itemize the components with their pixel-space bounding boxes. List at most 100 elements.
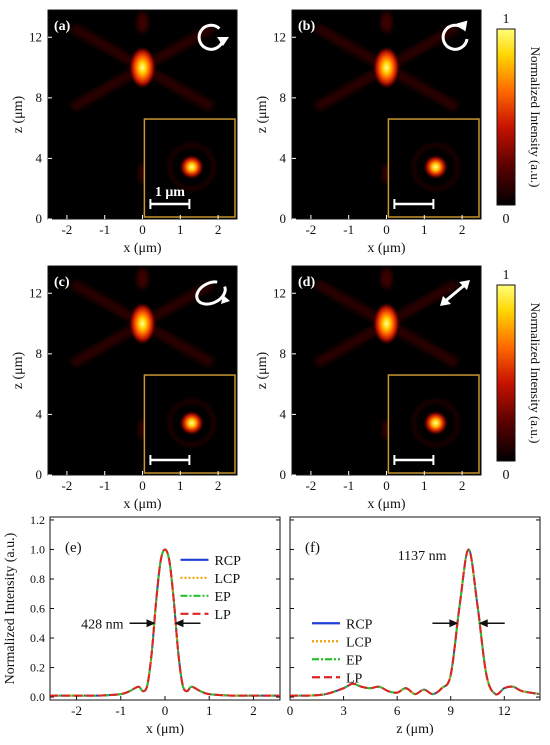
inset-ring: [168, 399, 216, 447]
x-tick-label: 1: [177, 222, 184, 237]
x-tick-label: 2: [215, 222, 222, 237]
x-tick-label: 2: [215, 478, 222, 493]
x-axis-label: x (μm): [367, 497, 406, 512]
panel-label: (d): [298, 275, 315, 290]
legend-label-lcp: LCP: [346, 635, 372, 650]
y-tick-label: 12: [273, 285, 286, 300]
focal-spot: [128, 301, 157, 346]
y-tick-label: 4: [280, 150, 287, 165]
x-tick-label: -2: [71, 703, 82, 718]
y-tick-label: 0: [36, 467, 43, 482]
x-tick-label: 0: [139, 222, 146, 237]
x-tick-label: 2: [459, 478, 466, 493]
colorbar-2: 1 0 Normalized Intensity (a.u.): [496, 268, 543, 483]
colorbar-gradient: [496, 284, 516, 462]
y-tick-label: 0: [280, 467, 287, 482]
x-tick-label: -1: [99, 222, 110, 237]
y-tick-label: 0.6: [30, 602, 45, 616]
y-tick-label: 12: [273, 29, 286, 44]
ep-arrow-icon: [195, 280, 230, 306]
x-tick-label: -2: [305, 222, 316, 237]
x-tick-label: -1: [343, 478, 354, 493]
x-tick-label: 3: [340, 703, 347, 718]
x-tick-label: 1: [421, 478, 428, 493]
legend-label-ep: EP: [346, 653, 363, 668]
colorbar-min-label: 0: [503, 468, 510, 483]
y-tick-label: 1.0: [30, 542, 45, 556]
legend-label-lp: LP: [346, 671, 363, 686]
y-tick-label: 0.0: [30, 690, 45, 704]
fwhm-arrow-left-head: [146, 619, 156, 628]
y-tick-label: 4: [280, 406, 287, 421]
focal-spot: [128, 45, 157, 90]
panel-label: (a): [54, 19, 71, 34]
y-tick-label: 12: [29, 29, 42, 44]
focal-spot: [372, 45, 401, 90]
focal-spot: [372, 301, 401, 346]
plot-frame: [289, 516, 541, 701]
panel-label: (c): [54, 275, 70, 290]
inset-ring: [168, 143, 216, 191]
upper-lobe: [136, 12, 149, 33]
y-axis-label: z (μm): [255, 95, 270, 133]
colorbar-title: Normalized Intensity (a.u.): [528, 303, 543, 444]
line-panels: -2 -1 0 1 20.00.20.40.60.81.01.2x (μm)Normal…: [3, 513, 541, 737]
inset-spot: [422, 154, 449, 181]
colorbar-1: 1 0 Normalized Intensity (a.u.): [496, 12, 543, 227]
colorbar-title: Normalized Intensity (a.u.): [528, 47, 543, 188]
fwhm-annotation: 1137 nm: [398, 549, 447, 564]
y-tick-label: 8: [36, 346, 43, 361]
series-line-ep: [49, 548, 280, 697]
series-line-lp: [49, 548, 280, 697]
x-tick-label: 0: [287, 703, 294, 718]
rcp-arrow-icon: [197, 23, 229, 51]
lp-arrow-icon: [440, 280, 470, 306]
series-line-ep: [289, 548, 541, 697]
x-axis-label: z (μm): [396, 722, 434, 737]
colorbar-gradient: [496, 28, 516, 206]
arrow-head: [456, 20, 468, 32]
x-tick-label: 0: [383, 478, 390, 493]
lcp-arrow-icon: [441, 20, 469, 51]
x-tick-label: -1: [343, 222, 354, 237]
x-axis-label: x (μm): [123, 241, 162, 256]
circle-path: [197, 23, 225, 51]
upper-lobe: [380, 268, 393, 289]
ellipse-path: [195, 280, 227, 306]
x-tick-label: -2: [305, 478, 316, 493]
colorbar-max-label: 1: [503, 12, 510, 27]
y-axis-label: Normalized Intensity (a.u.): [3, 532, 18, 684]
x-tick-label: 9: [447, 703, 454, 718]
colorbars: 1 0 Normalized Intensity (a.u.) 1 0 Normalize…: [496, 12, 543, 483]
scalebar-label: 1 μm: [155, 185, 185, 200]
x-tick-label: 1: [206, 703, 213, 718]
panel-label: (b): [298, 19, 315, 34]
legend-label-ep: EP: [214, 590, 231, 605]
y-tick-label: 8: [280, 346, 287, 361]
fwhm-arrow-right-head: [478, 619, 488, 628]
y-tick-label: 8: [280, 90, 287, 105]
fwhm-arrow-right-head: [174, 619, 184, 628]
inset-spot: [178, 154, 205, 181]
x-tick-label: -1: [115, 703, 126, 718]
arrow-head-1: [459, 280, 470, 290]
fwhm-annotation: 428 nm: [81, 617, 124, 632]
y-axis-label: z (μm): [11, 95, 26, 133]
upper-lobe: [380, 12, 393, 33]
x-tick-label: 0: [139, 478, 146, 493]
y-tick-label: 12: [29, 285, 42, 300]
y-tick-label: 0: [280, 211, 287, 226]
y-tick-label: 0: [36, 211, 43, 226]
legend: RCP LCP EP LP: [180, 554, 241, 623]
arrow-head: [221, 295, 230, 304]
y-tick-label: 4: [36, 150, 43, 165]
legend-label-lp: LP: [214, 608, 231, 623]
y-tick-label: 0.4: [30, 631, 45, 645]
arrow-head-2: [440, 296, 451, 306]
panel-label: (f): [305, 540, 320, 556]
